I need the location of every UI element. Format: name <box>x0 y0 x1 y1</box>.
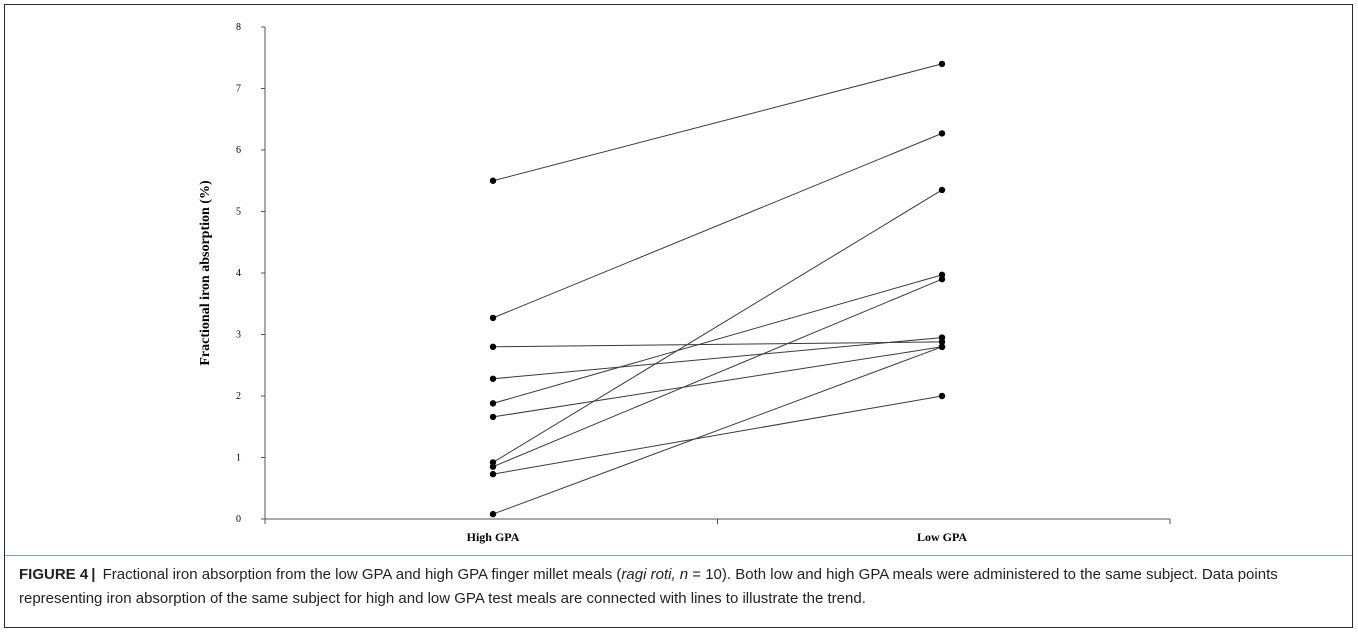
subject-connector-line <box>492 346 943 515</box>
subject-connector-line <box>492 278 943 468</box>
high-gpa-point <box>489 413 497 421</box>
y-tick-label: 5 <box>236 207 241 218</box>
low-gpa-point <box>938 130 946 137</box>
y-tick-label: 2 <box>236 391 241 402</box>
caption-text-middle: = 10). Both low and high GPA meals were … <box>19 566 1278 607</box>
low-gpa-point <box>938 343 946 350</box>
y-tick-label: 4 <box>236 268 241 279</box>
subject-connector-line <box>492 189 943 463</box>
caption-separator: | <box>91 566 96 583</box>
subject-connector-line <box>492 132 943 319</box>
low-gpa-point <box>938 334 946 341</box>
caption-italic: ragi roti, n <box>621 566 689 583</box>
high-gpa-point <box>489 400 497 407</box>
caption-text-before: Fractional iron absorption from the low … <box>102 566 622 583</box>
x-category-label: Low GPA <box>917 530 967 544</box>
caption-divider <box>5 555 1352 556</box>
x-category-label: High GPA <box>467 530 520 544</box>
y-tick-label: 0 <box>236 514 241 525</box>
y-tick-label: 7 <box>236 84 241 95</box>
paired-line-chart: 0 1 2 3 4 5 6 7 8 High GPA Low GPA Fractional iron … <box>198 22 1171 544</box>
figure-frame: 0 1 2 3 4 5 6 7 8 High GPA Low GPA Fractional iron … <box>4 4 1353 628</box>
high-gpa-point <box>489 314 497 322</box>
figure-caption: FIGURE 4 | Fractional iron absorption fro… <box>19 563 1339 611</box>
y-tick-label: 6 <box>236 145 241 156</box>
y-tick-label: 1 <box>236 453 241 464</box>
low-gpa-point <box>938 186 946 194</box>
y-tick-label: 3 <box>236 330 241 341</box>
caption-label: FIGURE 4 <box>19 566 89 583</box>
high-gpa-point <box>489 470 497 478</box>
high-gpa-point <box>489 375 497 382</box>
subject-connector-line <box>492 63 943 182</box>
high-gpa-point <box>489 510 497 518</box>
low-gpa-point <box>938 392 946 400</box>
high-gpa-point <box>489 177 497 184</box>
high-gpa-point <box>489 343 497 350</box>
chart-area: 0 1 2 3 4 5 6 7 8 High GPA Low GPA Fractional iron … <box>5 5 1354 557</box>
y-axis-title: Fractional iron absorption (%) <box>198 180 213 366</box>
subject-connector-line <box>492 395 943 475</box>
subject-connector-line <box>492 274 943 404</box>
high-gpa-point <box>489 463 497 470</box>
subject-connector-line <box>492 337 943 380</box>
low-gpa-point <box>938 275 946 283</box>
low-gpa-point <box>938 60 946 68</box>
y-tick-label: 8 <box>236 22 241 33</box>
subject-connector-line <box>492 346 943 418</box>
subject-connector-line <box>492 341 943 348</box>
